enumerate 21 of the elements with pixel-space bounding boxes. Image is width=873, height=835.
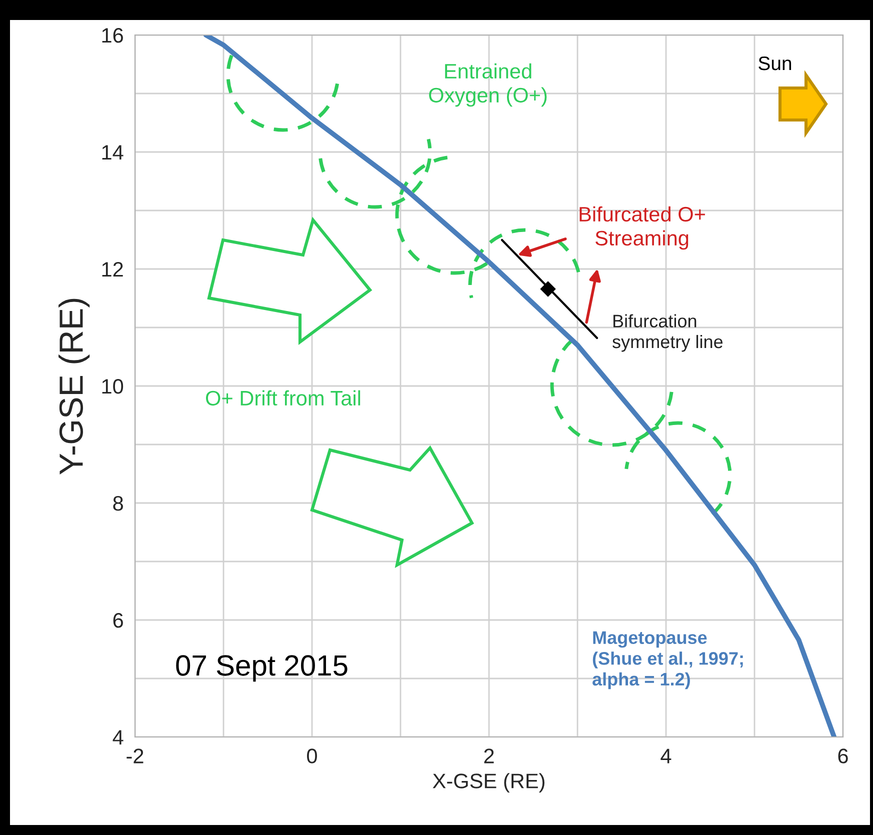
annotation: Sun: [758, 56, 792, 70]
y-tick-label: 4: [112, 730, 124, 745]
y-tick-label: 8: [113, 496, 123, 511]
annotation: Magetopause (Shue et al., 1997; alpha = 1.2): [592, 631, 743, 690]
y-axis-title: Y-GSE (RE): [58, 298, 90, 474]
annotation: Bifurcated O+ Streaming: [580, 206, 705, 250]
y-tick-label: 16: [102, 28, 123, 43]
y-tick-label: 12: [102, 262, 123, 277]
annotation: 07 Sept 2015: [176, 655, 348, 682]
x-axis-title: X-GSE (RE): [432, 773, 544, 792]
x-tick-label: 6: [838, 748, 848, 764]
y-tick-label: 14: [102, 145, 124, 160]
x-tick-label: 0: [307, 748, 317, 764]
annotation: Bifurcation symmetry line: [612, 314, 723, 352]
x-tick-label: -2: [126, 748, 144, 764]
x-tick-label: 4: [660, 748, 672, 764]
annotation: Entrained Oxygen (O+): [429, 63, 547, 107]
y-tick-label: 10: [102, 379, 124, 394]
x-tick-label: 2: [484, 748, 494, 764]
y-tick-label: 6: [113, 613, 123, 628]
annotation: O+ Drift from Tail: [206, 390, 360, 406]
